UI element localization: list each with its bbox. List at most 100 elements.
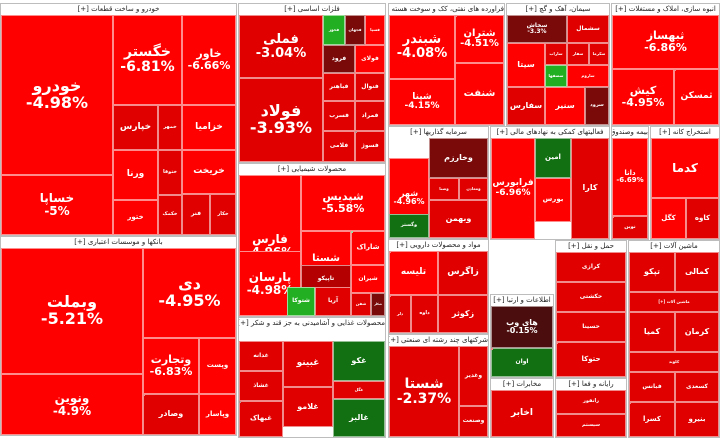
stock-tile[interactable]: غشاذ bbox=[239, 371, 283, 401]
stock-tile[interactable]: فمراد bbox=[355, 101, 385, 131]
stock-tile[interactable]: آریا bbox=[315, 287, 351, 316]
stock-tile[interactable]: فبانس bbox=[629, 372, 675, 402]
stock-tile[interactable]: زکوثر bbox=[438, 295, 488, 333]
stock-tile[interactable]: بپاس bbox=[612, 216, 614, 218]
stock-tile[interactable]: ثمسکن bbox=[674, 69, 719, 125]
sector-title[interactable]: مواد و محصولات دارویی [+] bbox=[389, 240, 488, 251]
stock-tile[interactable]: سشمال bbox=[567, 15, 609, 43]
stock-tile[interactable]: سکرما bbox=[589, 43, 609, 65]
stock-tile[interactable]: دی -4.95% bbox=[143, 248, 236, 338]
stock-tile[interactable]: کسعدی bbox=[675, 372, 719, 402]
stock-tile[interactable]: ثشرق bbox=[674, 69, 676, 71]
stock-tile[interactable]: وپاسار bbox=[199, 394, 236, 435]
stock-tile[interactable]: فجهان bbox=[345, 15, 365, 45]
sector-title[interactable]: بیمه وصندوق بازن [+] bbox=[612, 127, 648, 138]
stock-tile[interactable]: شبندر -4.08% bbox=[389, 15, 455, 79]
stock-tile[interactable]: وخارزم bbox=[429, 138, 488, 178]
stock-tile[interactable]: فنوال bbox=[355, 73, 385, 101]
stock-tile[interactable]: خگستر -6.81% bbox=[113, 15, 182, 105]
stock-tile[interactable]: قجام bbox=[556, 342, 558, 344]
stock-tile[interactable]: حتوکا bbox=[556, 342, 626, 377]
sector-panel[interactable]: فعالیتهای کمکی به نهادهای مالی [+] فرابور… bbox=[490, 126, 610, 240]
sector-title[interactable]: فلزات اساسی [+] bbox=[239, 4, 385, 15]
stock-tile[interactable]: فسوژ bbox=[355, 131, 385, 162]
stock-tile[interactable]: شیران bbox=[351, 265, 385, 293]
stock-tile[interactable]: بنیرو bbox=[675, 402, 719, 437]
sector-panel[interactable]: استخراج کانه [+] کدما کگل کاوه bbox=[650, 126, 720, 240]
stock-tile[interactable]: کدما bbox=[651, 138, 719, 198]
stock-tile[interactable]: رانفور bbox=[556, 390, 626, 414]
sector-panel[interactable]: خودرو و ساخت قطعات [+] خودرو -4.98% خگستر -6… bbox=[0, 3, 237, 236]
stock-tile[interactable]: بورس bbox=[535, 178, 571, 222]
stock-tile[interactable]: سخاش -3.3% bbox=[507, 15, 567, 43]
sector-panel[interactable]: بانکها و موسسات اعتباری [+] وبملت -5.21% دی… bbox=[0, 236, 237, 436]
stock-tile[interactable]: فملی -3.04% bbox=[239, 15, 323, 78]
stock-tile[interactable]: دلر bbox=[389, 295, 411, 333]
stock-tile[interactable]: ماشین آلات [+] bbox=[629, 292, 719, 312]
stock-tile[interactable]: فخوز bbox=[323, 15, 345, 45]
stock-tile[interactable]: فولاد -3.93% bbox=[239, 78, 323, 162]
stock-tile[interactable]: فسرب bbox=[323, 101, 355, 131]
stock-tile[interactable]: سرود bbox=[585, 87, 609, 125]
stock-tile[interactable]: زاگرس bbox=[438, 251, 488, 295]
sector-title[interactable]: فراورده های نفتی، کک و سوخت هسته [+] bbox=[389, 4, 504, 15]
stock-tile[interactable]: غلامو bbox=[283, 387, 333, 427]
stock-tile[interactable]: شپدیس -5.58% bbox=[301, 175, 385, 231]
stock-tile[interactable]: شفن bbox=[351, 293, 371, 316]
sector-title[interactable]: بانکها و موسسات اعتباری [+] bbox=[1, 237, 236, 248]
stock-tile[interactable]: سنیر bbox=[545, 87, 585, 125]
stock-tile[interactable]: اوان bbox=[491, 348, 553, 377]
stock-tile[interactable]: وصادر bbox=[143, 394, 199, 435]
stock-tile[interactable]: خمهر bbox=[158, 105, 182, 150]
sector-panel[interactable]: مخابرات [+] اخابر bbox=[490, 378, 554, 438]
stock-tile[interactable]: زحجر bbox=[389, 251, 391, 253]
stock-tile[interactable]: ومعادن bbox=[459, 178, 488, 200]
stock-tile[interactable]: کمیا bbox=[629, 312, 675, 352]
sector-panel[interactable]: انبوه سازی، املاک و مستغلات [+] ثبهساز -6.… bbox=[611, 3, 720, 126]
stock-tile[interactable]: وکار bbox=[143, 394, 145, 396]
stock-tile[interactable]: سفارس bbox=[507, 87, 545, 125]
stock-tile[interactable]: غکو bbox=[333, 341, 385, 381]
stock-tile[interactable]: شاراک bbox=[351, 231, 385, 265]
stock-tile[interactable]: فاسمین bbox=[355, 131, 357, 133]
sector-title[interactable]: سیمان، آهک و گچ [+] bbox=[507, 4, 609, 15]
sector-title[interactable]: مخابرات [+] bbox=[491, 379, 553, 390]
stock-tile[interactable]: ساراب bbox=[545, 43, 567, 65]
stock-tile[interactable]: سفار bbox=[567, 43, 589, 65]
stock-tile[interactable]: شستا -2.37% bbox=[389, 346, 459, 437]
stock-tile[interactable]: وپست bbox=[199, 338, 236, 394]
stock-tile[interactable]: فنر bbox=[182, 194, 210, 235]
stock-tile[interactable]: غالبر bbox=[333, 399, 385, 437]
stock-tile[interactable]: کمالی bbox=[675, 252, 719, 292]
stock-tile[interactable]: وغدیر bbox=[459, 346, 488, 406]
stock-tile[interactable]: نوین bbox=[612, 216, 648, 239]
stock-tile[interactable]: داوه bbox=[411, 295, 438, 333]
stock-tile[interactable]: شپاس bbox=[455, 15, 457, 17]
stock-tile[interactable]: فولای bbox=[355, 45, 385, 73]
stock-tile[interactable]: غشهد bbox=[239, 401, 241, 403]
stock-tile[interactable]: کارا bbox=[571, 138, 609, 239]
stock-tile[interactable]: کرازی bbox=[556, 252, 626, 282]
stock-tile[interactable]: وگستر bbox=[389, 214, 429, 238]
stock-tile[interactable]: غبهاک bbox=[239, 401, 283, 437]
stock-tile[interactable]: شنفت bbox=[455, 63, 504, 125]
stock-tile[interactable]: ثبهساز -6.86% bbox=[612, 15, 719, 69]
stock-tile[interactable]: غگل bbox=[333, 381, 385, 399]
stock-tile[interactable]: ونوین -4.9% bbox=[1, 374, 143, 435]
sector-title[interactable]: انبوه سازی، املاک و مستغلات [+] bbox=[612, 4, 719, 15]
stock-tile[interactable]: حکشتی bbox=[556, 282, 626, 312]
stock-tile[interactable]: وصنا bbox=[429, 178, 459, 200]
stock-tile[interactable]: حسینا bbox=[556, 312, 626, 342]
stock-tile[interactable]: شجم bbox=[351, 231, 353, 233]
stock-tile[interactable]: فلامی bbox=[323, 131, 355, 162]
sector-title[interactable]: رایانه و فعا [+] bbox=[556, 379, 626, 390]
sector-panel[interactable]: سیمان، آهک و گچ [+] سیتا سفارس سنیر ساراب سخا… bbox=[506, 3, 610, 126]
sector-panel[interactable]: شرکتهای چند رشته ای صنعتی [+] شستا -2.37% و… bbox=[388, 334, 489, 438]
stock-tile[interactable]: اخابر bbox=[491, 390, 553, 437]
stock-tile[interactable]: سصفها bbox=[545, 65, 567, 87]
stock-tile[interactable]: خاور -6.66% bbox=[182, 15, 236, 105]
stock-tile[interactable]: فرود bbox=[323, 45, 355, 73]
stock-tile[interactable]: کسرا bbox=[629, 402, 675, 437]
stock-tile[interactable]: خودرو -4.98% bbox=[1, 15, 113, 175]
stock-tile[interactable]: خریخت bbox=[182, 150, 236, 194]
